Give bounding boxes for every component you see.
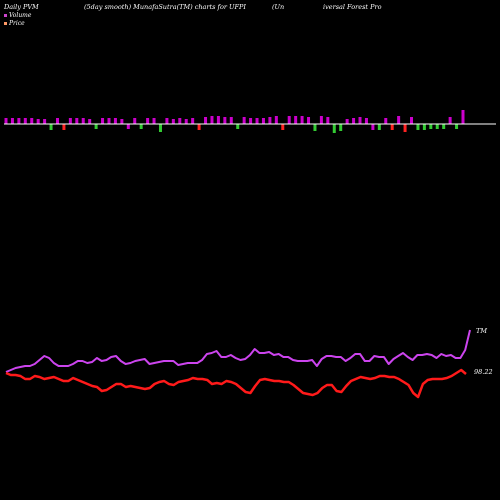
pvm-line: [5, 329, 471, 373]
legend-volume: Volume: [4, 12, 31, 19]
pvm-bar: [158, 124, 162, 132]
pvm-bar: [23, 118, 27, 124]
pvm-bar: [345, 119, 349, 124]
chart-header-left: Daily PVM: [4, 3, 39, 11]
pvm-bar: [377, 124, 381, 130]
pvm-bar: [332, 124, 336, 133]
pvm-bar: [152, 118, 156, 124]
pvm-bar: [81, 118, 85, 124]
price-line: [5, 368, 467, 399]
pvm-bar: [210, 116, 214, 124]
pvm-bar: [101, 118, 105, 124]
pvm-bar: [146, 118, 150, 124]
pvm-bar: [255, 118, 259, 124]
pvm-bar: [416, 124, 420, 130]
pvm-bar: [139, 124, 143, 129]
pvm-end-label: TM: [476, 327, 487, 335]
pvm-bar: [313, 124, 317, 131]
legend-price: Price: [4, 20, 25, 27]
pvm-bar: [204, 117, 208, 124]
pvm-bar: [358, 117, 362, 124]
legend-volume-label: Volume: [9, 12, 32, 19]
pvm-bar: [197, 124, 201, 130]
legend-volume-swatch: [4, 14, 7, 17]
pvm-bar: [319, 116, 323, 124]
pvm-bar: [429, 124, 433, 129]
pvm-bar: [261, 118, 265, 124]
pvm-bar: [55, 118, 59, 124]
chart-header-title: (5day smooth) MunafaSutra(TM) charts for…: [84, 3, 246, 11]
pvm-bar: [390, 124, 394, 130]
pvm-bar: [126, 124, 130, 129]
pvm-bar: [223, 117, 227, 124]
pvm-bar: [249, 118, 253, 124]
pvm-bar: [461, 110, 465, 124]
pvm-bar: [410, 117, 414, 124]
pvm-bar: [107, 118, 111, 124]
pvm-bar: [339, 124, 343, 131]
pvm-bar: [178, 118, 182, 124]
pvm-bar: [287, 116, 291, 124]
pvm-bar: [422, 124, 426, 130]
pvm-bar: [133, 118, 137, 124]
pvm-bar: [294, 116, 298, 124]
pvm-bar: [216, 116, 220, 124]
pvm-bar: [371, 124, 375, 130]
pvm-bar: [397, 116, 401, 124]
pvm-bar: [30, 118, 34, 124]
pvm-bar: [229, 117, 233, 124]
pvm-bar: [49, 124, 53, 130]
pvm-bar: [10, 118, 14, 124]
pvm-bar: [326, 117, 330, 124]
chart-header-company-end: iversal Forest Pro: [323, 3, 382, 11]
pvm-bar: [17, 118, 21, 124]
pvm-bar: [43, 119, 47, 124]
pvm-bar: [75, 118, 79, 124]
pvm-bar: [281, 124, 285, 130]
pvm-bar: [455, 124, 459, 129]
pvm-bar: [4, 118, 8, 124]
pvm-bar: [88, 119, 92, 124]
price-end-label: 98.22: [474, 368, 493, 376]
pvm-bar: [191, 118, 195, 124]
pvm-bar: [435, 124, 439, 129]
pvm-bar: [364, 118, 368, 124]
pvm-bar: [171, 119, 175, 124]
pvm-bar: [62, 124, 66, 130]
pvm-bar: [184, 119, 188, 124]
pvm-bar: [68, 118, 72, 124]
pvm-bar: [165, 118, 169, 124]
pvm-bar: [384, 118, 388, 124]
pvm-bar: [300, 116, 304, 124]
pvm-bar: [448, 117, 452, 124]
pvm-bar: [352, 118, 356, 124]
pvm-bar: [403, 124, 407, 132]
pvm-bar: [113, 118, 117, 124]
legend-price-swatch: [4, 22, 7, 25]
legend-price-label: Price: [9, 20, 25, 27]
pvm-bar: [442, 124, 446, 129]
pvm-bar: [274, 116, 278, 124]
pvm-bar: [120, 119, 124, 124]
pvm-bar: [242, 117, 246, 124]
pvm-bar: [307, 117, 311, 124]
pvm-bar: [36, 119, 40, 124]
pvm-bar: [268, 117, 272, 124]
pvm-bar: [94, 124, 98, 129]
chart-header-company-start: (Un: [272, 3, 285, 11]
pvm-bar: [236, 124, 240, 129]
